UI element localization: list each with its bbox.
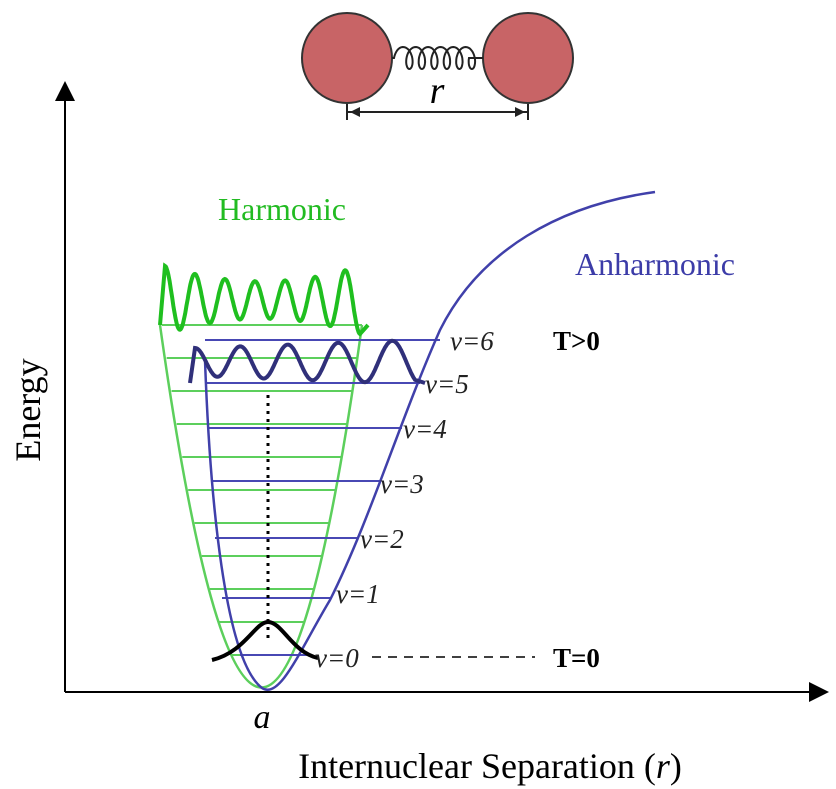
spring (392, 45, 483, 71)
x-axis-label: Internuclear Separation (r) (298, 746, 682, 786)
level-label: v=6 (450, 326, 494, 356)
level-label: v=3 (380, 469, 424, 499)
y-axis-label: Energy (8, 358, 48, 461)
level-label: v=4 (403, 414, 447, 444)
anharmonic-wavefunction (188, 338, 426, 385)
anharmonic-levels (205, 339, 440, 656)
level-label: v=2 (360, 524, 404, 554)
harmonic-label: Harmonic (218, 191, 346, 227)
molecule: r (301, 12, 574, 120)
hot-label: T>0 (553, 326, 600, 356)
x-label-end: ) (670, 746, 682, 786)
x-label-text: Internuclear Separation ( (298, 746, 656, 786)
harmonic-wavefunction (158, 262, 370, 337)
x-label-var: r (656, 746, 671, 786)
atom (301, 12, 393, 104)
bond-label: r (430, 70, 445, 112)
cold-label: T=0 (553, 643, 600, 673)
level-label: v=5 (425, 369, 469, 399)
level-label: v=1 (336, 579, 380, 609)
level-label: v=0 (315, 643, 359, 673)
anharmonic-potential (203, 190, 656, 691)
atom (482, 12, 574, 104)
level-labels: v=0 v=1 v=2 v=3 v=4 v=5 v=6 (315, 326, 494, 673)
equilibrium-label: a (254, 699, 271, 736)
anharmonic-label: Anharmonic (575, 246, 735, 282)
